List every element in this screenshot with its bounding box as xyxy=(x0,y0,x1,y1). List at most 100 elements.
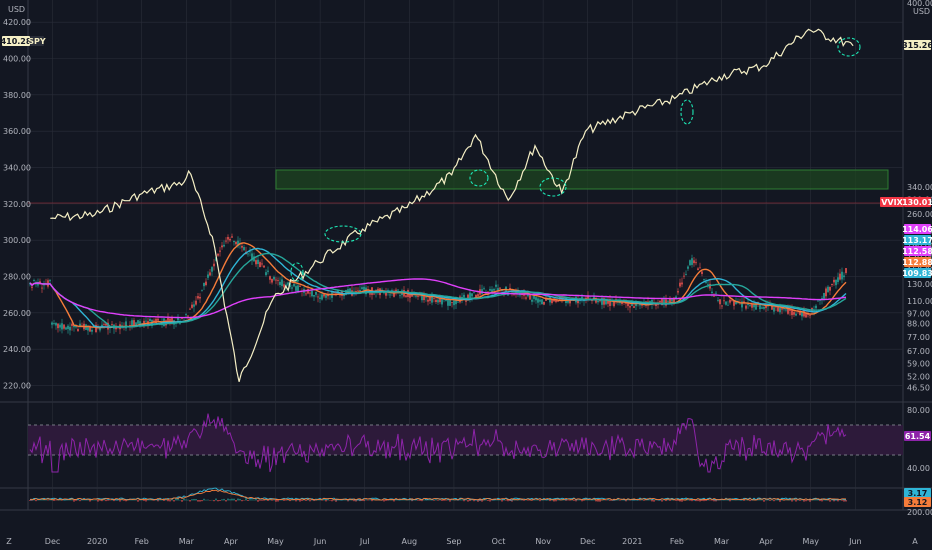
ma-fast-line[interactable] xyxy=(29,242,847,329)
vvix-symbol-badge-text: VVIX xyxy=(881,198,903,207)
vvix-candle-body xyxy=(323,294,325,297)
vvix-candle-body xyxy=(219,250,221,252)
vvix-candle-body xyxy=(591,300,593,302)
vvix-candle-body xyxy=(237,240,239,247)
macd-histogram-bar xyxy=(575,500,577,502)
spy-left-symbol-badge-text: SPY xyxy=(28,37,46,46)
macd-histogram-bar xyxy=(103,499,105,501)
support-zone[interactable] xyxy=(275,169,889,190)
annotation-ellipses[interactable] xyxy=(290,37,861,282)
macd-histogram-bar xyxy=(355,500,357,502)
macd-histogram-bar xyxy=(583,500,585,501)
vvix-candle-body xyxy=(57,323,59,329)
left-axis-tick: 220.00 xyxy=(3,381,31,390)
vvix-candle-body xyxy=(167,317,169,321)
macd-histogram-bar xyxy=(461,499,463,501)
ma-teal-line[interactable] xyxy=(29,252,847,328)
vvix-candle-body xyxy=(711,291,713,293)
vvix-candle-body xyxy=(79,323,81,327)
vvix-candle-body xyxy=(633,306,635,308)
macd-histogram-bar xyxy=(301,500,303,501)
vvix-candle-body xyxy=(527,294,529,297)
x-axis-tick: Jun xyxy=(313,537,327,546)
ma-slow-line[interactable] xyxy=(29,278,847,319)
macd-histogram-bar xyxy=(479,500,481,501)
spy-series-line[interactable] xyxy=(50,28,854,382)
left-axis-tick: 380.00 xyxy=(3,91,31,100)
macd-histogram-bar xyxy=(795,500,797,502)
macd-histogram-bar xyxy=(477,500,479,502)
vvix-candle-body xyxy=(783,308,785,310)
macd-histogram-bar xyxy=(347,500,349,502)
macd-histogram-bar xyxy=(619,500,621,501)
vvix-candle-body xyxy=(393,290,395,297)
macd-histogram-bar xyxy=(53,500,55,501)
rsi-line[interactable] xyxy=(29,413,847,473)
vvix-candle-body xyxy=(241,245,243,248)
macd-histogram-bar xyxy=(181,500,183,502)
macd-histogram-bar xyxy=(697,500,699,502)
macd-histogram-bar xyxy=(283,500,285,501)
macd-histogram-bar xyxy=(329,500,331,501)
vvix-candle-body xyxy=(107,322,109,330)
macd-histogram-bar xyxy=(451,499,453,501)
macd-histogram-bar xyxy=(237,498,239,501)
macd-histogram-bar xyxy=(441,500,443,501)
macd-histogram-bar xyxy=(59,499,61,501)
macd-histogram-bar xyxy=(197,500,199,502)
macd-histogram-bar xyxy=(101,500,103,502)
vvix-candle-body xyxy=(787,306,789,314)
vvix-candle-body xyxy=(455,298,457,305)
vvix-candle-body xyxy=(699,267,701,269)
macd-histogram-bar xyxy=(203,498,205,501)
macd-histogram-bar xyxy=(763,500,765,502)
vvix-candle-body xyxy=(525,297,527,299)
ma-mid-line[interactable] xyxy=(29,247,847,328)
vvix-candle-body xyxy=(445,300,447,302)
macd-histogram-bar xyxy=(695,500,697,502)
macd-value-badge-bg xyxy=(904,488,931,498)
right-axis-tick: 52.00 xyxy=(907,372,930,381)
macd-signal-line[interactable] xyxy=(30,489,847,501)
vvix-candle-body xyxy=(421,293,423,301)
macd-histogram-bar xyxy=(553,500,555,502)
vvix-candle-body xyxy=(709,283,711,289)
macd-histogram-bar xyxy=(195,499,197,501)
left-axis-tick: 320.00 xyxy=(3,200,31,209)
vvix-candle-body xyxy=(745,305,747,309)
macd-histogram-bar xyxy=(487,500,489,501)
vvix-candle-body xyxy=(73,324,75,328)
macd-histogram-bar xyxy=(617,498,619,501)
vvix-candle-body xyxy=(539,299,541,302)
ellipse-sep-spy xyxy=(469,169,489,187)
right-axis-tick: 130.00 xyxy=(907,280,932,289)
spy-left-symbol-badge-bg xyxy=(30,36,44,46)
vvix-candle-body xyxy=(177,317,179,321)
x-axis-tick: Dec xyxy=(45,537,60,546)
ma-value-badge: 109.83 xyxy=(902,268,932,278)
macd-histogram-bar xyxy=(507,500,509,502)
macd-histogram-bar xyxy=(369,499,371,501)
macd-histogram-bar xyxy=(833,500,835,502)
macd-value-badge: 3.17 xyxy=(904,488,931,498)
macd-histogram-bar xyxy=(385,500,387,501)
macd-histogram-bar xyxy=(627,499,629,501)
vvix-candle-body xyxy=(251,253,253,261)
vvix-candle-body xyxy=(785,309,787,311)
macd-histogram-bar xyxy=(255,498,257,501)
vvix-candle-body xyxy=(253,256,255,262)
footer-left-icon: Z xyxy=(6,537,12,546)
vvix-candle-body xyxy=(609,299,611,306)
vvix-candle-body xyxy=(309,292,311,294)
vvix-candle-body xyxy=(187,315,189,317)
macd-histogram-bar xyxy=(271,500,273,501)
macd-histogram-bar xyxy=(163,500,165,501)
macd-histogram-bar xyxy=(547,499,549,501)
macd-histogram-bar xyxy=(563,499,565,501)
vvix-candle-body xyxy=(687,266,689,269)
vvix-candle-body xyxy=(435,299,437,302)
vvix-candle-body xyxy=(223,244,225,247)
vvix-candle-body xyxy=(311,290,313,297)
macd-histogram-bar xyxy=(649,499,651,501)
